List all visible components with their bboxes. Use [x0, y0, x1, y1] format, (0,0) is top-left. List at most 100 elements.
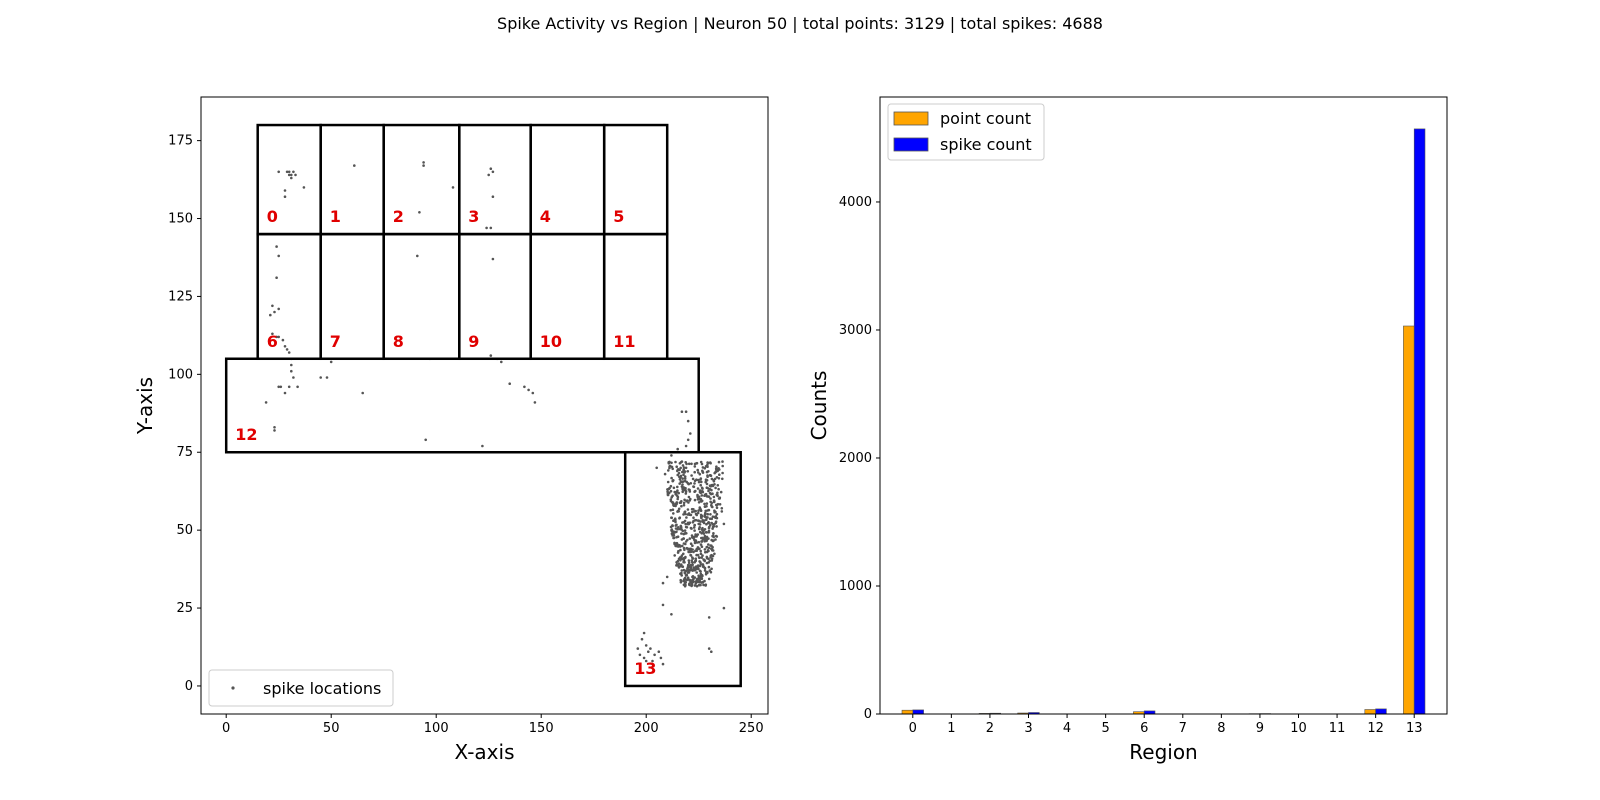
- spike-point: [700, 486, 704, 490]
- spike-point: [676, 489, 679, 492]
- spike-point: [719, 490, 723, 494]
- spike-point: [701, 554, 704, 557]
- spike-locations-legend-label: spike locations: [263, 679, 381, 698]
- spike-point: [695, 541, 699, 544]
- spike-point: [679, 526, 683, 529]
- spike-point: [684, 522, 687, 526]
- spike-point: [688, 583, 691, 587]
- x-tick-label: 2: [986, 721, 994, 736]
- spike-point: [696, 511, 700, 515]
- spike-point: [275, 245, 278, 248]
- spike-point: [709, 484, 713, 487]
- spike-point: [693, 561, 696, 564]
- spike-point: [692, 519, 695, 523]
- x-tick-label: 6: [1140, 721, 1148, 736]
- spike-point: [684, 461, 687, 464]
- spike-point: [707, 546, 711, 550]
- spike-point: [676, 527, 679, 531]
- spike-point: [709, 492, 713, 496]
- spike-point: [705, 555, 709, 559]
- spike-point: [717, 477, 721, 480]
- spike-point: [692, 580, 695, 583]
- spike-point: [690, 474, 693, 477]
- spike-point: [704, 530, 708, 534]
- spike-point: [684, 583, 687, 587]
- spike-point: [682, 552, 685, 556]
- spike-point: [705, 522, 708, 526]
- spike-point: [714, 467, 718, 471]
- spike-point: [688, 499, 692, 502]
- y-tick-label: 0: [185, 679, 193, 694]
- spike-point: [709, 497, 712, 500]
- spike-point: [686, 508, 690, 511]
- spike-point: [704, 572, 708, 576]
- spike-point: [485, 226, 488, 230]
- x-tick-label: 13: [1406, 721, 1423, 736]
- spike-point: [695, 584, 699, 588]
- spike-point: [680, 555, 683, 559]
- spike-point: [691, 575, 695, 578]
- x-tick-label: 5: [1102, 721, 1110, 736]
- spike-point: [682, 503, 686, 507]
- spike-point: [699, 561, 702, 564]
- spike-point: [661, 603, 665, 607]
- spike-point: [699, 498, 703, 502]
- spike-point: [707, 561, 710, 564]
- spike-point: [701, 580, 704, 584]
- spike-point: [721, 477, 724, 481]
- spike-point: [277, 385, 281, 389]
- spike-point: [682, 537, 685, 540]
- spike-point: [688, 521, 692, 524]
- spike-point: [693, 541, 697, 545]
- spike-point: [707, 526, 711, 530]
- spike-point: [705, 482, 709, 486]
- spike-point: [491, 170, 495, 174]
- x-tick-label: 0: [909, 721, 917, 736]
- spike-point: [271, 304, 274, 308]
- spike-point: [682, 568, 686, 572]
- spike-point: [677, 509, 680, 513]
- spike-point: [701, 529, 705, 533]
- spike-point: [708, 523, 712, 527]
- spike-point: [696, 553, 700, 557]
- bar-legend: point count spike count: [887, 103, 1045, 161]
- spike-point: [710, 488, 713, 492]
- spike-point: [694, 539, 698, 542]
- spike-point: [489, 226, 493, 230]
- spike-point: [696, 493, 699, 497]
- spike-point: [681, 464, 685, 467]
- spike-point: [674, 460, 677, 464]
- spike-point: [640, 637, 644, 641]
- spike-point: [702, 532, 706, 535]
- spike-point: [697, 509, 700, 512]
- spike-point: [693, 462, 697, 466]
- spike-point: [686, 571, 690, 574]
- spike-point: [705, 486, 709, 490]
- y-tick-label: 50: [176, 523, 193, 538]
- spike-point: [424, 438, 428, 442]
- spike-point: [703, 519, 706, 522]
- spike-point: [705, 505, 708, 508]
- spike-point: [681, 544, 684, 548]
- spike-point: [710, 567, 713, 571]
- scatter-frame: [200, 96, 769, 715]
- x-tick-label: 7: [1179, 721, 1187, 736]
- spike-point: [273, 426, 276, 429]
- scatter-legend: spike locations: [208, 669, 394, 707]
- spike-point: [675, 465, 678, 469]
- spike-point: [700, 577, 704, 581]
- spike-point: [481, 444, 484, 448]
- spike-point: [702, 558, 706, 562]
- spike-point: [672, 519, 675, 522]
- spike-point: [698, 547, 701, 551]
- spike-point: [668, 466, 671, 470]
- spike-point: [665, 575, 669, 579]
- spike-point: [703, 502, 706, 506]
- spike-point: [721, 471, 724, 475]
- x-tick-label: 3: [1024, 721, 1032, 736]
- x-tick-label: 100: [424, 721, 449, 736]
- spike-point: [694, 533, 697, 536]
- spike-point: [687, 462, 691, 466]
- spike-count-bar-0: [912, 709, 924, 715]
- spike-point: [690, 462, 693, 466]
